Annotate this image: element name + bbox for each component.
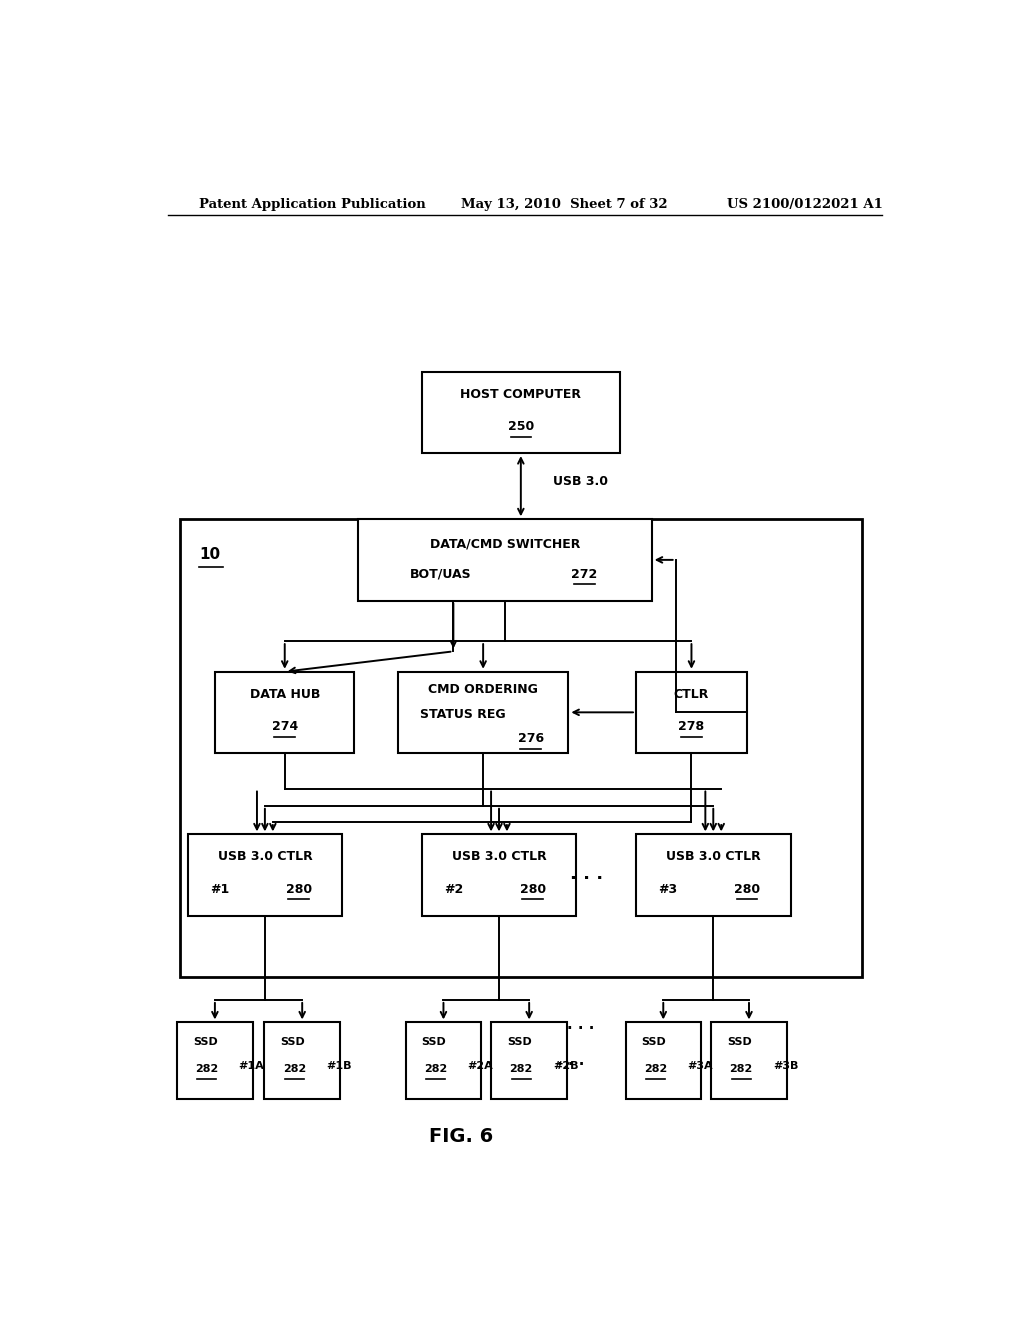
Text: Patent Application Publication: Patent Application Publication: [200, 198, 426, 211]
Text: US 2100/0122021 A1: US 2100/0122021 A1: [727, 198, 883, 211]
Bar: [406, 1022, 481, 1098]
Text: #2B: #2B: [553, 1060, 579, 1071]
Text: #2A: #2A: [467, 1060, 493, 1071]
Text: 282: 282: [283, 1064, 306, 1073]
Text: 280: 280: [519, 883, 546, 896]
Bar: [636, 834, 791, 916]
Text: #3: #3: [658, 883, 677, 896]
Bar: [179, 519, 862, 977]
Text: DATA/CMD SWITCHER: DATA/CMD SWITCHER: [430, 537, 581, 550]
Bar: [215, 672, 354, 752]
Bar: [397, 672, 568, 752]
Text: 282: 282: [196, 1064, 218, 1073]
Text: 250: 250: [508, 420, 534, 433]
Bar: [492, 1022, 567, 1098]
Text: 280: 280: [734, 883, 760, 896]
Text: #1: #1: [210, 883, 229, 896]
Text: DATA HUB: DATA HUB: [250, 688, 319, 701]
Text: 276: 276: [518, 733, 544, 746]
Text: BOT/UAS: BOT/UAS: [410, 568, 471, 581]
Text: SSD: SSD: [194, 1038, 218, 1047]
Bar: [636, 672, 748, 752]
Text: SSD: SSD: [507, 1038, 532, 1047]
Text: #3A: #3A: [687, 1060, 713, 1071]
Text: 272: 272: [571, 568, 597, 581]
Bar: [422, 372, 621, 453]
Text: USB 3.0 CTLR: USB 3.0 CTLR: [666, 850, 761, 863]
Text: SSD: SSD: [641, 1038, 667, 1047]
Text: 274: 274: [271, 721, 298, 733]
Text: . . .: . . .: [570, 865, 603, 883]
Text: CMD ORDERING: CMD ORDERING: [428, 684, 538, 697]
Text: #2: #2: [443, 883, 463, 896]
Text: 282: 282: [510, 1064, 532, 1073]
Text: STATUS REG: STATUS REG: [421, 708, 506, 721]
Text: USB 3.0: USB 3.0: [553, 475, 607, 487]
Bar: [626, 1022, 701, 1098]
Bar: [358, 519, 651, 601]
Text: 278: 278: [678, 721, 705, 733]
Text: CTLR: CTLR: [674, 688, 710, 701]
Text: #3B: #3B: [773, 1060, 798, 1071]
Text: SSD: SSD: [281, 1038, 305, 1047]
Text: HOST COMPUTER: HOST COMPUTER: [461, 388, 582, 401]
Text: . . .: . . .: [557, 1053, 585, 1068]
Text: USB 3.0 CTLR: USB 3.0 CTLR: [452, 850, 547, 863]
Text: 280: 280: [286, 883, 311, 896]
Text: #1B: #1B: [326, 1060, 351, 1071]
Text: 282: 282: [644, 1064, 667, 1073]
Text: USB 3.0 CTLR: USB 3.0 CTLR: [217, 850, 312, 863]
Text: #1A: #1A: [239, 1060, 264, 1071]
Text: 10: 10: [200, 548, 220, 562]
Bar: [712, 1022, 786, 1098]
Text: SSD: SSD: [727, 1038, 752, 1047]
Bar: [264, 1022, 340, 1098]
Text: May 13, 2010  Sheet 7 of 32: May 13, 2010 Sheet 7 of 32: [461, 198, 668, 211]
Text: FIG. 6: FIG. 6: [429, 1127, 494, 1146]
Text: SSD: SSD: [422, 1038, 446, 1047]
Bar: [422, 834, 577, 916]
Bar: [187, 834, 342, 916]
Text: 282: 282: [729, 1064, 753, 1073]
Bar: [177, 1022, 253, 1098]
Text: 282: 282: [424, 1064, 447, 1073]
Text: . . .: . . .: [566, 1016, 594, 1032]
